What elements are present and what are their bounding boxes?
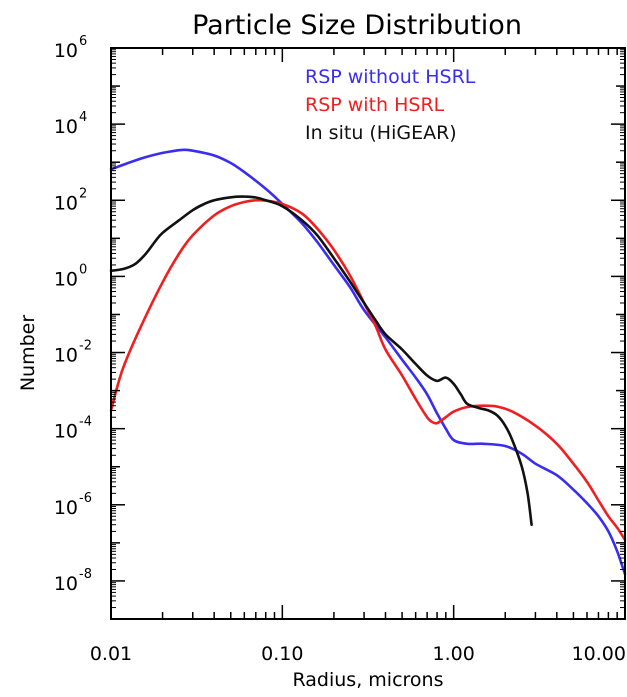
y-tick-label: 10: [54, 192, 78, 214]
y-tick-exponent: 6: [79, 34, 87, 49]
y-tick-exponent: 2: [79, 186, 87, 201]
y-tick-label: 10: [54, 573, 78, 595]
y-tick-label: 10: [54, 345, 78, 367]
series-layer: [109, 148, 627, 576]
y-tick-label: 10: [54, 421, 78, 443]
legend: RSP without HSRL RSP with HSRL In situ (…: [305, 66, 476, 144]
y-tick-exponent: -8: [79, 567, 92, 582]
y-tick-label: 10: [54, 116, 78, 138]
y-tick-exponent: 4: [79, 110, 87, 125]
y-tick-label: 10: [54, 497, 78, 519]
series-line: [109, 198, 627, 542]
y-tick-exponent: -6: [79, 491, 92, 506]
x-tick-label: 0.10: [261, 643, 303, 665]
series-line: [109, 148, 627, 576]
x-axis-label: Radius, microns: [293, 669, 444, 691]
y-tick-exponent: 0: [79, 262, 87, 277]
series-line: [109, 195, 533, 526]
chart-title: Particle Size Distribution: [192, 10, 522, 41]
legend-entry: RSP with HSRL: [305, 94, 445, 116]
y-tick-label: 10: [54, 40, 78, 62]
y-tick-exponent: -2: [79, 339, 92, 354]
x-tick-label: 1.00: [433, 643, 475, 665]
legend-entry: In situ (HiGEAR): [305, 122, 457, 144]
plot-frame: [110, 47, 626, 620]
y-axis-label: Number: [17, 315, 39, 392]
y-tick-label: 10: [54, 268, 78, 290]
y-tick-exponent: -4: [79, 415, 92, 430]
legend-entry: RSP without HSRL: [305, 66, 476, 88]
x-tick-label: 10.00: [572, 643, 626, 665]
x-tick-label: 0.01: [90, 643, 132, 665]
